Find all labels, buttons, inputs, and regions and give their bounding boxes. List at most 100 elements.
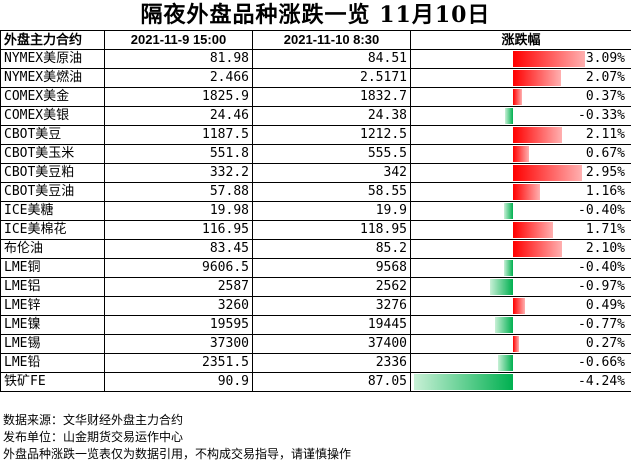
- change-bar-positive: [513, 298, 525, 314]
- curr-price: 85.2: [252, 239, 411, 259]
- change-bar-positive: [513, 222, 554, 238]
- change-cell: 1.16%: [410, 182, 631, 202]
- prev-price: 19595: [104, 315, 253, 335]
- change-cell: 1.71%: [410, 220, 631, 240]
- footer-publisher: 发布单位：山金期货交易运作中心: [3, 430, 184, 444]
- change-cell: 0.67%: [410, 144, 631, 164]
- table-row: CBOT美豆油 57.88 58.55 1.16%: [0, 182, 631, 202]
- table-row: COMEX美银 24.46 24.38 -0.33%: [0, 106, 631, 126]
- change-cell: 0.49%: [410, 296, 631, 316]
- contract-name: LME铝: [0, 277, 105, 297]
- contract-name: CBOT美玉米: [0, 144, 105, 164]
- prev-price: 551.8: [104, 144, 253, 164]
- curr-price: 84.51: [252, 49, 411, 69]
- change-percent: 1.16%: [585, 184, 625, 199]
- curr-price: 87.05: [252, 372, 411, 392]
- contract-name: LME铅: [0, 353, 105, 373]
- footer: 数据来源：文华财经外盘主力合约 发布单位：山金期货交易运作中心 外盘品种涨跌一览…: [0, 412, 631, 463]
- contract-name: LME镍: [0, 315, 105, 335]
- change-bar-negative: [505, 108, 514, 124]
- contract-name: ICE美糖: [0, 201, 105, 221]
- change-bar-positive: [513, 165, 582, 181]
- change-percent: 0.37%: [585, 89, 625, 104]
- change-percent: -0.40%: [578, 203, 625, 218]
- table-row: CBOT美豆粕 332.2 342 2.95%: [0, 163, 631, 183]
- change-percent: -0.77%: [578, 317, 625, 332]
- prev-price: 9606.5: [104, 258, 253, 278]
- change-bar-negative: [503, 203, 514, 219]
- change-cell: -0.77%: [410, 315, 631, 335]
- contract-name: CBOT美豆油: [0, 182, 105, 202]
- change-cell: 3.09%: [410, 49, 631, 69]
- change-bar-positive: [513, 89, 522, 105]
- contract-name: CBOT美豆: [0, 125, 105, 145]
- prev-price: 90.9: [104, 372, 253, 392]
- table-row: ICE美糖 19.98 19.9 -0.40%: [0, 201, 631, 221]
- change-bar-negative: [495, 317, 514, 333]
- contract-name: NYMEX美原油: [0, 49, 105, 69]
- footer-source: 数据来源：文华财经外盘主力合约: [3, 413, 184, 427]
- curr-price: 3276: [252, 296, 411, 316]
- change-percent: -4.24%: [578, 374, 625, 389]
- change-percent: 2.10%: [585, 241, 625, 256]
- contract-name: 布伦油: [0, 239, 105, 259]
- change-percent: 2.11%: [585, 127, 625, 142]
- prev-price: 37300: [104, 334, 253, 354]
- change-bar-positive: [513, 184, 541, 200]
- table-row: CBOT美豆 1187.5 1212.5 2.11%: [0, 125, 631, 145]
- table-body: NYMEX美原油 81.98 84.51 3.09% NYMEX美燃油 2.466 2.51…: [0, 49, 631, 392]
- contract-name: 铁矿FE: [0, 372, 105, 392]
- table-row: 布伦油 83.45 85.2 2.10%: [0, 239, 631, 259]
- change-percent: -0.66%: [578, 355, 625, 370]
- change-bar-positive: [513, 127, 563, 143]
- footer-disclaimer: 外盘品种涨跌一览表仅为数据引用，不构成交易指导，请谨慎操作: [3, 447, 352, 461]
- prev-price: 2587: [104, 277, 253, 297]
- curr-price: 555.5: [252, 144, 411, 164]
- curr-price: 342: [252, 163, 411, 183]
- change-percent: 0.49%: [585, 298, 625, 313]
- table-row: CBOT美玉米 551.8 555.5 0.67%: [0, 144, 631, 164]
- price-change-table: 外盘主力合约 2021-11-9 15:00 2021-11-10 8:30 涨…: [0, 30, 631, 392]
- change-cell: 0.37%: [410, 87, 631, 107]
- curr-price: 118.95: [252, 220, 411, 240]
- contract-name: COMEX美金: [0, 87, 105, 107]
- curr-price: 19.9: [252, 201, 411, 221]
- table-row: NYMEX美燃油 2.466 2.5171 2.07%: [0, 68, 631, 88]
- prev-price: 2.466: [104, 68, 253, 88]
- curr-price: 24.38: [252, 106, 411, 126]
- header-contract: 外盘主力合约: [0, 30, 105, 50]
- header-change: 涨跌幅: [410, 30, 631, 50]
- change-bar-negative: [497, 355, 514, 371]
- change-cell: 2.10%: [410, 239, 631, 259]
- contract-name: LME锡: [0, 334, 105, 354]
- table-row: LME铜 9606.5 9568 -0.40%: [0, 258, 631, 278]
- change-cell: 0.27%: [410, 334, 631, 354]
- prev-price: 1825.9: [104, 87, 253, 107]
- change-cell: 2.07%: [410, 68, 631, 88]
- change-bar-negative: [490, 279, 514, 295]
- header-curr-time: 2021-11-10 8:30: [252, 30, 411, 50]
- change-percent: 2.07%: [585, 70, 625, 85]
- header-prev-time: 2021-11-9 15:00: [104, 30, 253, 50]
- prev-price: 57.88: [104, 182, 253, 202]
- table-row: LME镍 19595 19445 -0.77%: [0, 315, 631, 335]
- contract-name: NYMEX美燃油: [0, 68, 105, 88]
- change-cell: 2.11%: [410, 125, 631, 145]
- prev-price: 24.46: [104, 106, 253, 126]
- change-cell: -0.33%: [410, 106, 631, 126]
- change-percent: 2.95%: [585, 165, 625, 180]
- curr-price: 1212.5: [252, 125, 411, 145]
- change-cell: -0.40%: [410, 201, 631, 221]
- prev-price: 83.45: [104, 239, 253, 259]
- change-bar-positive: [513, 51, 586, 67]
- table-row: LME锌 3260 3276 0.49%: [0, 296, 631, 316]
- contract-name: CBOT美豆粕: [0, 163, 105, 183]
- change-cell: -4.24%: [410, 372, 631, 392]
- prev-price: 19.98: [104, 201, 253, 221]
- table-row: LME锡 37300 37400 0.27%: [0, 334, 631, 354]
- contract-name: COMEX美银: [0, 106, 105, 126]
- change-cell: -0.97%: [410, 277, 631, 297]
- change-bar-positive: [513, 241, 563, 257]
- change-cell: -0.40%: [410, 258, 631, 278]
- table-row: COMEX美金 1825.9 1832.7 0.37%: [0, 87, 631, 107]
